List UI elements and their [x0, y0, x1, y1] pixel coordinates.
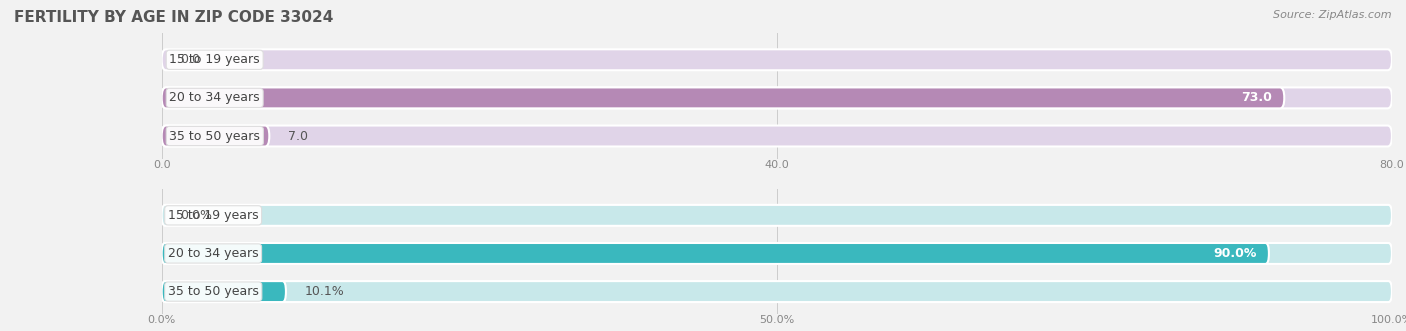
- Text: 100.0%: 100.0%: [1371, 315, 1406, 325]
- Text: 15 to 19 years: 15 to 19 years: [169, 53, 260, 66]
- FancyBboxPatch shape: [162, 281, 285, 302]
- Text: 35 to 50 years: 35 to 50 years: [167, 285, 259, 298]
- Text: 73.0: 73.0: [1241, 91, 1272, 104]
- FancyBboxPatch shape: [162, 125, 1392, 147]
- Text: 40.0: 40.0: [765, 160, 789, 170]
- Text: 90.0%: 90.0%: [1213, 247, 1257, 260]
- Text: 35 to 50 years: 35 to 50 years: [169, 129, 260, 143]
- Text: 0.0%: 0.0%: [148, 315, 176, 325]
- FancyBboxPatch shape: [162, 87, 1392, 108]
- Text: 80.0: 80.0: [1379, 160, 1405, 170]
- FancyBboxPatch shape: [162, 243, 1392, 264]
- Text: 10.1%: 10.1%: [304, 285, 344, 298]
- FancyBboxPatch shape: [162, 281, 1392, 302]
- Text: FERTILITY BY AGE IN ZIP CODE 33024: FERTILITY BY AGE IN ZIP CODE 33024: [14, 10, 333, 25]
- Text: 0.0%: 0.0%: [180, 209, 212, 222]
- FancyBboxPatch shape: [162, 125, 270, 147]
- Text: 20 to 34 years: 20 to 34 years: [169, 91, 260, 104]
- FancyBboxPatch shape: [162, 243, 1268, 264]
- FancyBboxPatch shape: [162, 49, 1392, 70]
- FancyBboxPatch shape: [162, 87, 1284, 108]
- Text: 0.0: 0.0: [153, 160, 170, 170]
- FancyBboxPatch shape: [162, 205, 1392, 226]
- Text: 20 to 34 years: 20 to 34 years: [167, 247, 259, 260]
- Text: 0.0: 0.0: [180, 53, 200, 66]
- Text: 7.0: 7.0: [288, 129, 308, 143]
- Text: 15 to 19 years: 15 to 19 years: [167, 209, 259, 222]
- Text: Source: ZipAtlas.com: Source: ZipAtlas.com: [1274, 10, 1392, 20]
- Text: 50.0%: 50.0%: [759, 315, 794, 325]
